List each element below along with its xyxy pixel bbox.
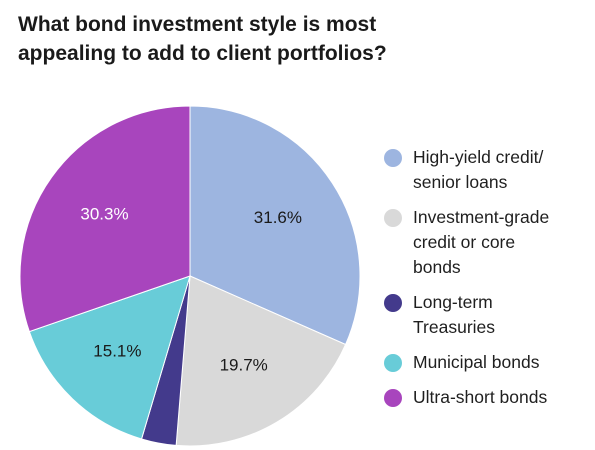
pie-slice-high-yield [189, 105, 361, 346]
legend-label-line: Investment-grade [413, 207, 550, 227]
legend-item-municipal-bonds: Municipal bonds [384, 350, 584, 375]
pie-slice-municipal-bonds [28, 275, 191, 440]
legend-label-line: Long-term [413, 292, 493, 312]
legend-swatch-ultra-short-bonds [384, 389, 402, 407]
legend-label-line: Ultra-short bonds [413, 387, 548, 407]
legend-item-ultra-short-bonds: Ultra-short bonds [384, 385, 584, 410]
legend-swatch-high-yield [384, 149, 402, 167]
legend-label-high-yield: High-yield credit/ senior loans [413, 145, 584, 195]
legend-label-ultra-short-bonds: Ultra-short bonds [413, 385, 584, 410]
legend-label-line: bonds [413, 257, 461, 277]
data-label-ultra-short-bonds: 30.3% [80, 205, 128, 224]
legend-swatch-investment-grade [384, 209, 402, 227]
chart-title-line-1: What bond investment style is most [18, 13, 377, 36]
pie-slice-ultra-short-bonds [19, 105, 191, 333]
chart-title-line-2: appealing to add to client portfolios? [18, 42, 387, 65]
legend-swatch-municipal-bonds [384, 354, 402, 372]
legend-label-line: High-yield credit/ [413, 147, 544, 167]
data-label-investment-grade: 19.7% [220, 356, 268, 375]
legend-item-high-yield: High-yield credit/ senior loans [384, 145, 584, 195]
legend-label-line: Municipal bonds [413, 352, 540, 372]
pie-slice-investment-grade [175, 275, 347, 447]
legend-label-line: credit or core [413, 232, 516, 252]
chart-legend: High-yield credit/ senior loans Investme… [384, 145, 584, 410]
legend-item-long-term-treasuries: Long-term Treasuries [384, 290, 584, 340]
legend-label-municipal-bonds: Municipal bonds [413, 350, 584, 375]
legend-swatch-long-term-treasuries [384, 294, 402, 312]
data-label-municipal-bonds: 15.1% [93, 341, 141, 360]
legend-label-long-term-treasuries: Long-term Treasuries [413, 290, 584, 340]
legend-label-line: senior loans [413, 172, 508, 192]
legend-label-investment-grade: Investment-grade credit or core bonds [413, 205, 584, 280]
legend-label-line: Treasuries [413, 317, 496, 337]
chart-title: What bond investment style is most appea… [18, 10, 578, 68]
data-label-high-yield: 31.6% [254, 208, 302, 227]
legend-item-investment-grade: Investment-grade credit or core bonds [384, 205, 584, 280]
